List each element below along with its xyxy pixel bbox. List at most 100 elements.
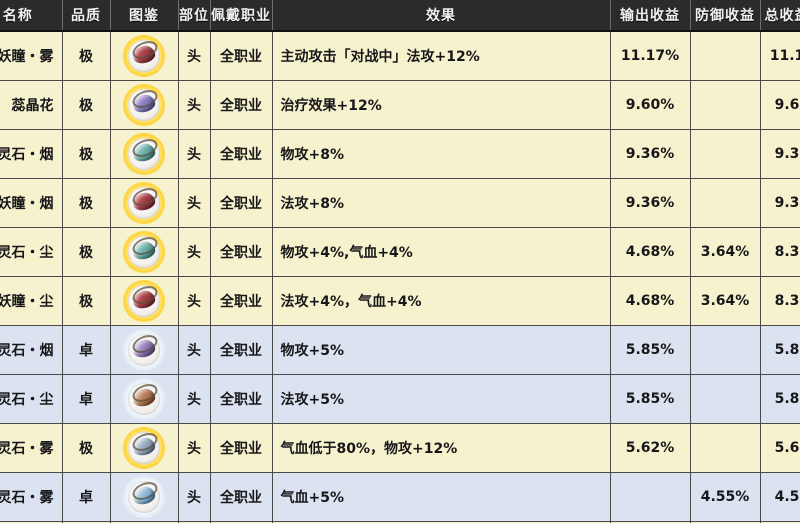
cell-effect[interactable]: 治疗效果+12% [272, 80, 611, 130]
cell-icon[interactable] [110, 423, 179, 473]
cell-item-name[interactable]: 灵石・雾 [0, 472, 63, 522]
cell-job[interactable]: 全职业 [210, 374, 273, 424]
table-row[interactable]: 灵石・雾卓头全职业 气血+5% 4.55% 4.5 [0, 472, 800, 522]
cell-part[interactable]: 头 [178, 276, 211, 326]
cell-defense-gain[interactable] [690, 31, 761, 81]
table-row[interactable]: 妖瞳・尘极 头全职业 法攻+4%，气血+4% 4.68% 3.64% 8.3 [0, 276, 800, 326]
cell-icon[interactable] [110, 129, 179, 179]
cell-icon[interactable] [110, 276, 179, 326]
cell-defense-gain[interactable] [690, 325, 761, 375]
table-row[interactable]: 蕊晶花极 头全职业 治疗效果+12% 9.60% 9.6 [0, 80, 800, 130]
cell-icon[interactable] [110, 80, 179, 130]
cell-attack-gain[interactable]: 4.68% [610, 276, 691, 326]
cell-attack-gain[interactable] [610, 472, 691, 522]
cell-total-gain[interactable]: 8.3 [760, 227, 800, 277]
table-row[interactable]: 灵石・雾极 头全职业 气血低于80%，物攻+12% 5.62% 5.6 [0, 423, 800, 473]
table-row[interactable]: 灵石・烟极 头全职业 物攻+8% 9.36% 9.3 [0, 129, 800, 179]
cell-defense-gain[interactable] [690, 178, 761, 228]
column-header-part[interactable]: 部位 [178, 0, 211, 32]
table-row[interactable]: 灵石・尘卓 头全职业 法攻+5% 5.85% 5.8 [0, 374, 800, 424]
gem-teal-gold-icon[interactable] [123, 231, 165, 273]
table-row[interactable]: 妖瞳・烟极 头全职业 法攻+8% 9.36% 9.3 [0, 178, 800, 228]
cell-part[interactable]: 头 [178, 423, 211, 473]
cell-quality[interactable]: 极 [62, 80, 111, 130]
gem-brown-blue-icon[interactable] [123, 378, 165, 420]
cell-effect[interactable]: 气血+5% [272, 472, 611, 522]
column-header-name[interactable]: 名称 [0, 0, 63, 32]
cell-quality[interactable]: 极 [62, 521, 111, 523]
cell-icon[interactable] [110, 472, 179, 522]
cell-defense-gain[interactable] [690, 129, 761, 179]
gem-steel-gold-icon[interactable] [123, 427, 165, 469]
cell-total-gain[interactable]: 9.3 [760, 178, 800, 228]
cell-attack-gain[interactable]: 5.85% [610, 325, 691, 375]
cell-item-name[interactable]: 灵石・尘 [0, 227, 63, 277]
cell-job[interactable]: 全职业 [210, 129, 273, 179]
cell-quality[interactable]: 卓 [62, 472, 111, 522]
cell-icon[interactable] [110, 227, 179, 277]
cell-part[interactable]: 头 [178, 521, 211, 523]
gem-teal-gold-icon[interactable] [123, 133, 165, 175]
cell-job[interactable]: 全职业 [210, 227, 273, 277]
cell-attack-gain[interactable]: 4.68% [610, 227, 691, 277]
cell-quality[interactable]: 卓 [62, 374, 111, 424]
cell-effect[interactable]: 法攻+4%，气血+4% [272, 276, 611, 326]
cell-part[interactable]: 头 [178, 31, 211, 81]
cell-quality[interactable]: 极 [62, 276, 111, 326]
gem-purple-blue-icon[interactable] [123, 329, 165, 371]
column-header-attack-gain[interactable]: 输出收益 [610, 0, 691, 32]
cell-defense-gain[interactable]: 3.64% [690, 276, 761, 326]
cell-attack-gain[interactable]: 11.17% [610, 31, 691, 81]
cell-total-gain[interactable]: 5.6 [760, 423, 800, 473]
cell-total-gain[interactable]: 8.3 [760, 276, 800, 326]
cell-item-name[interactable]: 蕊晶花 [0, 80, 63, 130]
cell-defense-gain[interactable] [690, 521, 761, 523]
cell-quality[interactable]: 极 [62, 178, 111, 228]
cell-item-name[interactable]: 灵石・烟 [0, 325, 63, 375]
cell-attack-gain[interactable]: 5.62% [610, 423, 691, 473]
gem-red-gold-icon[interactable] [123, 35, 165, 77]
cell-item-name[interactable]: 妖瞳・尘 [0, 276, 63, 326]
cell-total-gain[interactable]: 5.8 [760, 325, 800, 375]
cell-effect[interactable]: 物攻+4%,气血+4% [272, 227, 611, 277]
cell-item-name[interactable]: 灵石・烟 [0, 521, 63, 523]
column-header-icon[interactable]: 图鉴 [110, 0, 179, 32]
cell-attack-gain[interactable]: 9.36% [610, 178, 691, 228]
cell-effect[interactable]: 主动攻击「对战中」法攻+12% [272, 31, 611, 81]
cell-icon[interactable] [110, 31, 179, 81]
table-row[interactable]: 灵石・烟卓 头全职业 物攻+5% 5.85% 5.8 [0, 325, 800, 375]
cell-effect[interactable]: 主动攻击区分战斗「对战中」受击率+20% [272, 521, 611, 523]
cell-quality[interactable]: 极 [62, 129, 111, 179]
column-header-defense-gain[interactable]: 防御收益 [690, 0, 761, 32]
cell-icon[interactable] [110, 178, 179, 228]
cell-icon[interactable] [110, 374, 179, 424]
cell-quality[interactable]: 极 [62, 227, 111, 277]
cell-effect[interactable]: 物攻+8% [272, 129, 611, 179]
table-row[interactable]: 灵石・尘极 头全职业 物攻+4%,气血+4% 4.68% 3.64% 8.3 [0, 227, 800, 277]
cell-attack-gain[interactable]: 9.60% [610, 80, 691, 130]
column-header-total-gain[interactable]: 总收益 [760, 0, 800, 32]
cell-attack-gain[interactable]: 9.36% [610, 521, 691, 523]
cell-quality[interactable]: 极 [62, 423, 111, 473]
cell-job[interactable]: 全职业 [210, 178, 273, 228]
cell-total-gain[interactable]: 4.5 [760, 472, 800, 522]
cell-part[interactable]: 头 [178, 472, 211, 522]
cell-defense-gain[interactable] [690, 374, 761, 424]
cell-job[interactable]: 全职业 [210, 80, 273, 130]
cell-job[interactable]: 全职业 [210, 31, 273, 81]
cell-item-name[interactable]: 妖瞳・烟 [0, 178, 63, 228]
cell-job[interactable]: 全职业 [210, 521, 273, 523]
cell-item-name[interactable]: 灵石・烟 [0, 129, 63, 179]
gem-red-gold-icon[interactable] [123, 182, 165, 224]
gem-ice-blue-icon[interactable] [123, 476, 165, 518]
table-row[interactable]: 灵石・烟极 头全职业主动攻击区分战斗「对战中」受击率+20%9.36% 9.3 [0, 521, 800, 523]
cell-item-name[interactable]: 妖瞳・雾 [0, 31, 63, 81]
cell-job[interactable]: 全职业 [210, 276, 273, 326]
cell-part[interactable]: 头 [178, 325, 211, 375]
gem-violet-gold-icon[interactable] [123, 84, 165, 126]
cell-defense-gain[interactable]: 3.64% [690, 227, 761, 277]
cell-attack-gain[interactable]: 5.85% [610, 374, 691, 424]
cell-total-gain[interactable]: 9.3 [760, 129, 800, 179]
